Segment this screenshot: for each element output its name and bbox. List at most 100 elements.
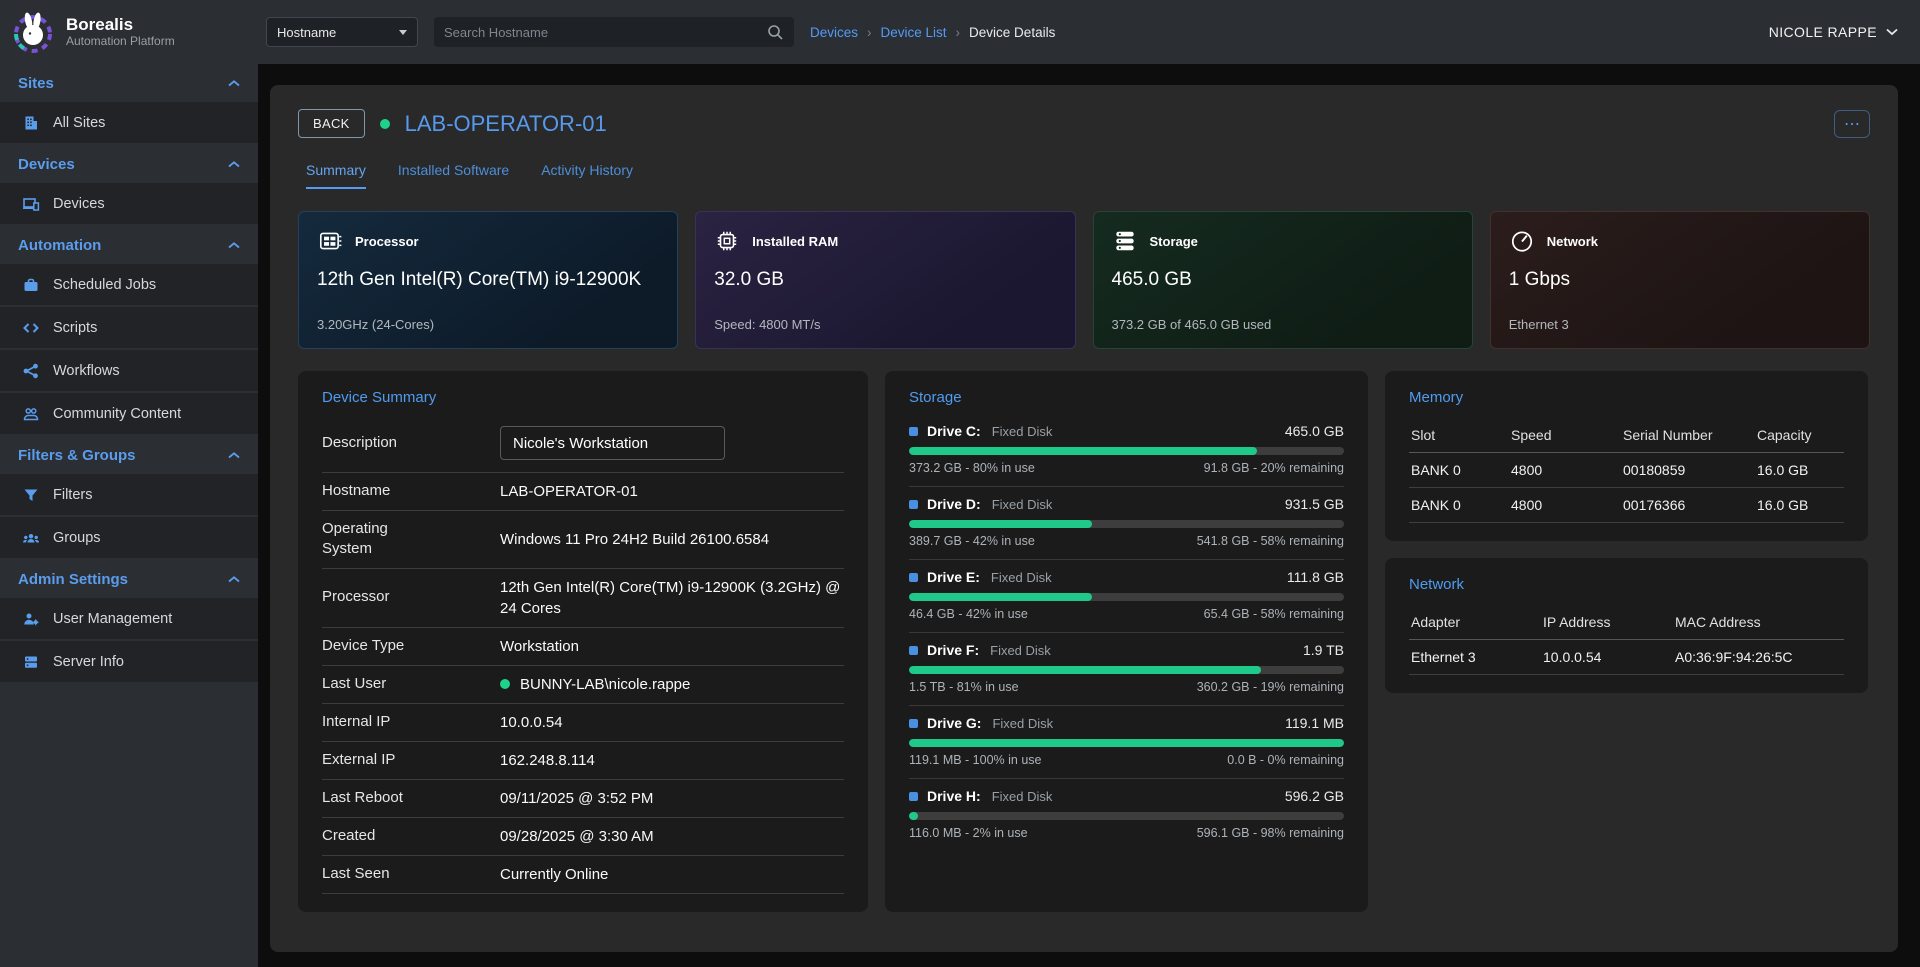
sidebar-item-scheduled-jobs[interactable]: Scheduled Jobs — [0, 264, 258, 305]
device-summary-panel: Device Summary Description Hostname LAB-… — [298, 371, 868, 912]
back-button[interactable]: BACK — [298, 109, 365, 138]
drive-used-text: 119.1 MB - 100% in use — [909, 753, 1042, 767]
memory-serial: 00180859 — [1621, 453, 1755, 488]
memory-serial: 00176366 — [1621, 488, 1755, 523]
card-title: Installed RAM — [752, 233, 839, 249]
sidebar-item-workflows[interactable]: Workflows — [0, 350, 258, 391]
drive-remaining-text: 91.8 GB - 20% remaining — [1203, 461, 1344, 475]
summary-row-internal-ip: Internal IP 10.0.0.54 — [322, 704, 844, 742]
drive-remaining-text: 360.2 GB - 19% remaining — [1196, 680, 1344, 694]
row-label: Description — [322, 433, 398, 451]
hostname-filter-dropdown[interactable]: Hostname — [266, 17, 418, 47]
more-options-button[interactable]: ⋯ — [1834, 109, 1870, 138]
server-icon — [22, 653, 40, 671]
breadcrumb-device-list[interactable]: Device List — [880, 24, 947, 40]
brand-logo: Borealis Automation Platform — [0, 0, 258, 64]
row-value: 12th Gen Intel(R) Core(TM) i9-12900K (3.… — [500, 578, 841, 617]
sidebar-item-community-content[interactable]: Community Content — [0, 393, 258, 434]
drive-type: Fixed Disk — [990, 643, 1051, 658]
tab-activity-history[interactable]: Activity History — [541, 162, 633, 178]
drive-name: Drive H: — [927, 788, 981, 804]
sidebar-section-automation[interactable]: Automation — [0, 226, 258, 264]
chevron-up-icon — [228, 451, 240, 459]
drive-size: 119.1 MB — [1285, 715, 1344, 731]
drive-size: 111.8 GB — [1286, 569, 1344, 585]
rabbit-logo-icon — [10, 9, 56, 55]
sidebar-section-sites[interactable]: Sites — [0, 64, 258, 102]
drive-type: Fixed Disk — [991, 789, 1053, 804]
content-area: BACK LAB-OPERATOR-01 ⋯ Summary Installed… — [258, 64, 1920, 967]
drive-used-text: 389.7 GB - 42% in use — [909, 534, 1035, 548]
nav-item-label: Workflows — [53, 362, 120, 379]
memory-slot: BANK 0 — [1409, 453, 1509, 488]
row-label: Last User — [322, 674, 387, 692]
row-value: Windows 11 Pro 24H2 Build 26100.6584 — [500, 530, 770, 548]
brand-name: Borealis — [66, 15, 134, 35]
drive-type: Fixed Disk — [990, 570, 1052, 585]
drive-usage-bar — [909, 666, 1344, 674]
column-header: Speed — [1509, 418, 1621, 453]
drive-usage-bar — [909, 739, 1344, 747]
drive-bullet-icon — [909, 499, 918, 509]
search-input[interactable] — [444, 24, 767, 40]
drive-type: Fixed Disk — [991, 497, 1053, 512]
drive-remaining-text: 0.0 B - 0% remaining — [1227, 753, 1344, 767]
row-value: BUNNY-LAB\nicole.rappe — [500, 674, 690, 695]
row-label: Operating System — [322, 520, 388, 558]
topbar: Hostname Devices › Device List › Device … — [258, 0, 1920, 64]
people-icon — [22, 405, 40, 423]
last-user-value: BUNNY-LAB\nicole.rappe — [520, 675, 691, 693]
drive-bullet-icon — [909, 572, 918, 582]
tab-installed-software[interactable]: Installed Software — [397, 162, 510, 178]
drive-size: 465.0 GB — [1284, 423, 1344, 439]
breadcrumb: Devices › Device List › Device Details — [810, 25, 1055, 40]
sidebar-item-user-management[interactable]: User Management — [0, 598, 258, 639]
description-input[interactable] — [500, 426, 725, 460]
memory-capacity: 16.0 GB — [1755, 488, 1844, 523]
breadcrumb-devices[interactable]: Devices — [810, 24, 859, 40]
sidebar-section-admin-settings[interactable]: Admin Settings — [0, 560, 258, 598]
nav-item-label: Community Content — [53, 405, 182, 422]
sidebar-section-devices[interactable]: Devices — [0, 145, 258, 183]
building-icon — [22, 114, 40, 132]
section-label: Sites — [18, 74, 54, 92]
row-label: Processor — [322, 588, 390, 606]
sidebar-item-server-info[interactable]: Server Info — [0, 641, 258, 682]
section-label: Automation — [18, 236, 102, 254]
memory-capacity: 16.0 GB — [1755, 453, 1844, 488]
metric-cards: Processor 12th Gen Intel(R) Core(TM) i9-… — [298, 211, 1870, 349]
sidebar-item-scripts[interactable]: Scripts — [0, 307, 258, 348]
drive-row-f: Drive F: Fixed Disk 1.9 TB 1.5 TB - 81% … — [909, 633, 1344, 706]
sidebar-section-filters-groups[interactable]: Filters & Groups — [0, 436, 258, 474]
memory-speed: 4800 — [1509, 453, 1621, 488]
breadcrumb-separator: › — [867, 24, 872, 40]
chevron-up-icon — [228, 160, 240, 168]
drive-name: Drive G: — [927, 715, 982, 731]
brand-tagline: Automation Platform — [66, 33, 175, 48]
user-menu[interactable]: NICOLE RAPPE — [1769, 24, 1898, 40]
drive-size: 596.2 GB — [1284, 788, 1344, 804]
breadcrumb-separator: › — [955, 24, 961, 40]
tab-summary[interactable]: Summary — [306, 162, 366, 189]
row-label: Created — [322, 826, 376, 844]
section-label: Admin Settings — [18, 570, 129, 588]
processor-card: Processor 12th Gen Intel(R) Core(TM) i9-… — [298, 211, 679, 349]
row-label: External IP — [322, 750, 396, 768]
drive-usage-bar — [909, 520, 1344, 528]
sidebar-item-devices[interactable]: Devices — [0, 183, 258, 224]
device-details-container: BACK LAB-OPERATOR-01 ⋯ Summary Installed… — [270, 85, 1898, 952]
device-header: BACK LAB-OPERATOR-01 ⋯ — [298, 109, 1870, 138]
card-value: 465.0 GB — [1111, 269, 1192, 290]
row-value: 10.0.0.54 — [500, 713, 563, 731]
chevron-down-icon — [1886, 28, 1898, 36]
sidebar-item-all-sites[interactable]: All Sites — [0, 102, 258, 143]
sidebar-item-filters[interactable]: Filters — [0, 474, 258, 515]
sidebar-item-groups[interactable]: Groups — [0, 517, 258, 558]
column-header: Serial Number — [1621, 418, 1755, 453]
drive-bullet-icon — [909, 718, 918, 728]
search-icon[interactable] — [767, 24, 784, 41]
detail-panels: Device Summary Description Hostname LAB-… — [298, 371, 1870, 912]
share-nodes-icon — [22, 362, 40, 380]
nav-item-label: Filters — [53, 486, 93, 503]
nav-item-label: Groups — [53, 529, 101, 546]
